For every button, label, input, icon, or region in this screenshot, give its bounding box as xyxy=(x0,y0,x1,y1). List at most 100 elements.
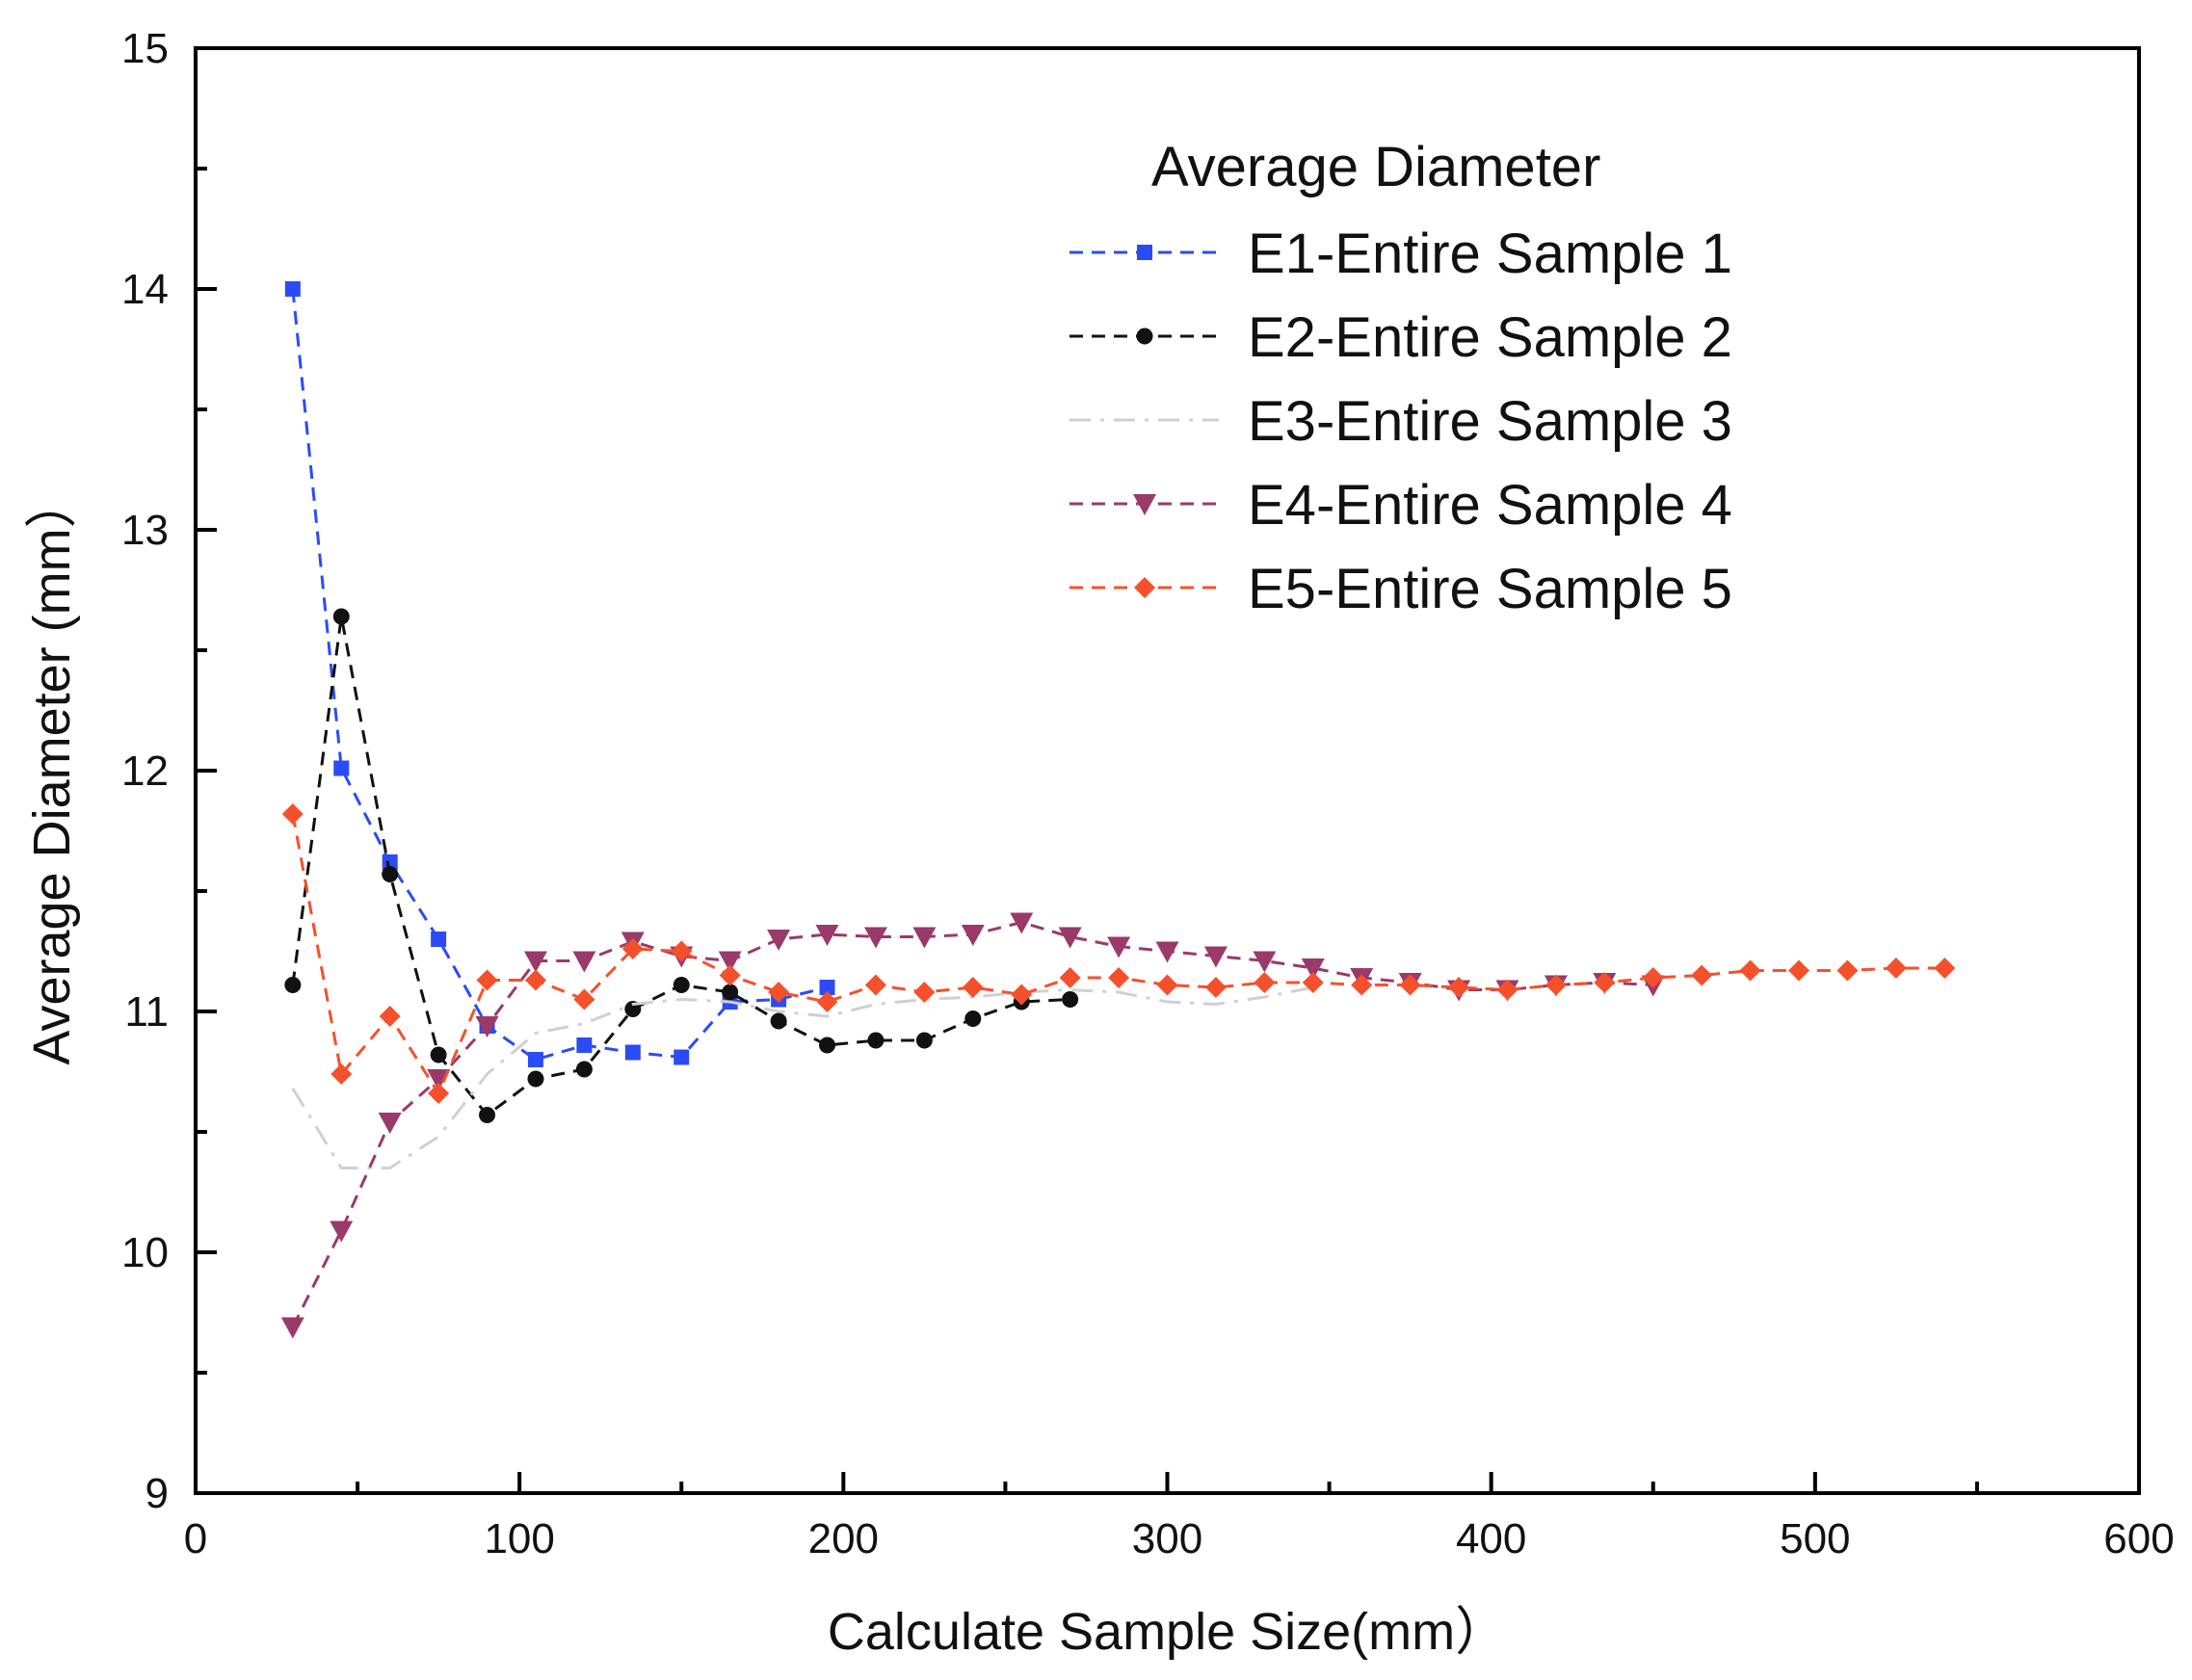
series-1-point xyxy=(284,281,301,297)
series-4-point xyxy=(427,1069,451,1090)
series-5 xyxy=(281,803,1956,1104)
series-5-point xyxy=(1204,977,1227,998)
legend-label: E4-Entire Sample 4 xyxy=(1248,474,1732,537)
series-2-point xyxy=(1062,991,1079,1008)
y-tick-label: 12 xyxy=(121,748,169,795)
series-5-point xyxy=(671,940,693,962)
legend-swatch-marker xyxy=(1133,494,1156,515)
series-2-point xyxy=(284,977,302,993)
series-4-point xyxy=(961,925,985,946)
series-4-point xyxy=(863,927,887,949)
series-5-point xyxy=(816,991,838,1012)
series-2-point xyxy=(964,1011,982,1027)
series-5-point xyxy=(1788,959,1810,982)
series-5-point xyxy=(428,1083,450,1104)
y-tick-label: 14 xyxy=(121,266,169,313)
series-2-point xyxy=(332,608,350,625)
series-4-point xyxy=(572,951,596,973)
series-1-point xyxy=(382,854,398,870)
series-1-point xyxy=(333,760,350,776)
series-4-point xyxy=(1058,927,1082,949)
series-4-point xyxy=(280,1317,304,1339)
series-5-point xyxy=(476,969,498,991)
series-5-point xyxy=(1885,958,1907,979)
legend-label: E1-Entire Sample 1 xyxy=(1248,223,1732,285)
series-1-line xyxy=(291,288,828,1062)
legend-item: E4-Entire Sample 4 xyxy=(1070,474,1732,537)
series-5-point xyxy=(573,988,595,1011)
series-5-point xyxy=(1011,984,1033,1006)
series-5-point xyxy=(719,964,741,986)
series-1-point xyxy=(673,1049,690,1065)
series-5-point xyxy=(1691,964,1713,986)
x-tick-label: 100 xyxy=(484,1515,554,1562)
series-4-point xyxy=(330,1221,354,1243)
series-5-point xyxy=(864,974,886,996)
series-2-point xyxy=(479,1107,496,1123)
series-5-point xyxy=(281,803,304,825)
x-tick-label: 200 xyxy=(808,1515,879,1562)
series-2-point xyxy=(382,866,399,882)
series-2-point xyxy=(527,1070,544,1088)
axes-layer: 0 100 200 300 400 500 600 9 10 11 12 13 14 15 Calculat… xyxy=(23,25,2175,1661)
y-axis-title: Average Diameter (mm） xyxy=(23,476,81,1064)
series-2-point xyxy=(722,984,739,1001)
series-2-point xyxy=(770,1012,787,1030)
legend-label: E3-Entire Sample 3 xyxy=(1248,390,1732,453)
y-tick-label: 13 xyxy=(121,507,169,554)
series-5-point xyxy=(1399,974,1421,996)
series-5-point xyxy=(1254,972,1276,993)
series-2-line xyxy=(291,616,1070,1117)
series-4-point xyxy=(815,925,839,946)
y-tick-label: 15 xyxy=(121,25,169,72)
series-5-point xyxy=(913,982,936,1003)
series-layer xyxy=(280,281,1956,1339)
series-4-point xyxy=(475,1016,499,1037)
series-1-point xyxy=(431,932,447,947)
series-5-point xyxy=(1594,972,1616,993)
legend-item: E2-Entire Sample 2 xyxy=(1070,306,1732,369)
y-tick-label: 11 xyxy=(124,988,169,1036)
series-2-point xyxy=(575,1061,593,1078)
series-3 xyxy=(291,985,1314,1169)
series-4-point xyxy=(767,930,791,951)
series-5-point xyxy=(1059,967,1081,988)
y-tick-label: 9 xyxy=(145,1470,169,1517)
legend-label: E2-Entire Sample 2 xyxy=(1248,306,1732,369)
x-tick-label: 600 xyxy=(2103,1515,2174,1562)
series-5-point xyxy=(768,982,790,1003)
series-5-point xyxy=(962,977,984,998)
series-5-point xyxy=(524,969,546,991)
series-1-point xyxy=(527,1052,543,1067)
x-tick-label: 500 xyxy=(1780,1515,1850,1562)
x-axis-title: Calculate Sample Size(mm） xyxy=(828,1603,1507,1661)
series-4-point xyxy=(912,927,937,949)
plot-frame xyxy=(194,46,2141,1495)
series-2 xyxy=(284,608,1079,1123)
x-tick-label: 300 xyxy=(1132,1515,1202,1562)
series-2-point xyxy=(430,1046,447,1063)
series-4-point xyxy=(523,951,547,973)
series-1-point xyxy=(624,1044,641,1061)
series-5-point xyxy=(1934,958,1956,979)
series-4-point xyxy=(1301,958,1325,980)
series-2-point xyxy=(867,1032,885,1049)
series-5-point xyxy=(1351,974,1373,996)
x-tick-label: 400 xyxy=(1456,1515,1526,1562)
series-5-point xyxy=(1545,974,1567,996)
series-5-point xyxy=(1739,959,1761,982)
legend-label: E5-Entire Sample 5 xyxy=(1248,558,1732,620)
series-5-point xyxy=(1836,959,1859,982)
legend-item: E3-Entire Sample 3 xyxy=(1070,390,1732,453)
series-4-point xyxy=(1107,936,1131,958)
series-5-point xyxy=(1448,977,1470,998)
legend-item: E1-Entire Sample 1 xyxy=(1070,223,1732,285)
series-5-point xyxy=(1496,979,1519,1001)
legend: Average Diameter E1-Entire Sample 1 E2-Ent… xyxy=(1070,136,1732,620)
series-5-point xyxy=(1642,967,1664,988)
series-4-point xyxy=(1010,912,1034,934)
series-2-point xyxy=(915,1032,933,1049)
series-3-line xyxy=(291,985,1314,1169)
legend-title: Average Diameter xyxy=(1151,136,1600,198)
